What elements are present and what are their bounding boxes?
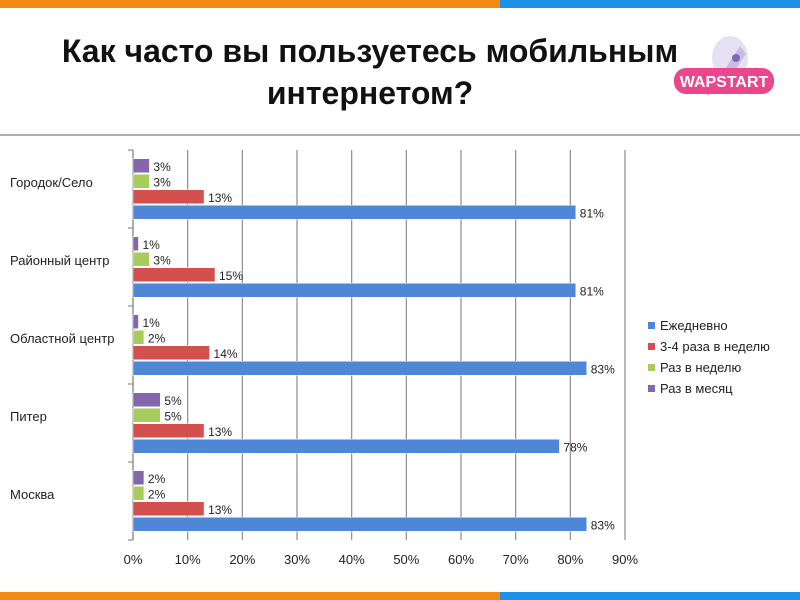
- title-line-2: интернетом?: [266, 75, 474, 111]
- bar: [132, 470, 145, 485]
- x-tick-label: 90%: [612, 552, 638, 567]
- data-label: 81%: [580, 284, 604, 298]
- logo-badge: [674, 68, 774, 94]
- data-label: 83%: [591, 362, 615, 376]
- data-label: 78%: [563, 440, 587, 454]
- data-label: 15%: [219, 269, 243, 283]
- bar: [132, 501, 205, 516]
- category-label: Городок/Село: [10, 175, 93, 190]
- x-tick-label: 70%: [503, 552, 529, 567]
- legend-swatch: [648, 385, 655, 392]
- bar: [132, 361, 587, 376]
- bar: [132, 174, 150, 189]
- bar: [132, 205, 577, 220]
- data-label: 14%: [214, 347, 238, 361]
- title-divider: [0, 134, 800, 136]
- chart-legend: Ежедневно 3-4 раза в неделю Раз в неделю Ра…: [648, 318, 770, 396]
- bar: [132, 345, 210, 360]
- bar: [132, 330, 145, 345]
- bar-chart: 3%3%13%81%1%3%15%81%1%2%14%83%5%5%13%78%…: [10, 149, 770, 567]
- bottom-stripe-blue: [500, 592, 800, 600]
- data-label: 5%: [164, 394, 182, 408]
- chart-x-ticks: 0% 10% 20% 30% 40% 50% 60% 70% 80% 90%: [124, 552, 639, 567]
- legend-label: Раз в неделю: [660, 360, 742, 375]
- bar: [132, 408, 161, 423]
- data-label: 2%: [148, 472, 166, 486]
- x-tick-label: 80%: [557, 552, 583, 567]
- x-tick-label: 30%: [284, 552, 310, 567]
- x-tick-label: 20%: [229, 552, 255, 567]
- x-tick-label: 10%: [175, 552, 201, 567]
- x-tick-label: 60%: [448, 552, 474, 567]
- bar: [132, 486, 145, 501]
- data-label: 13%: [208, 425, 232, 439]
- chart-value-labels: 3%3%13%81%1%3%15%81%1%2%14%83%5%5%13%78%…: [142, 160, 615, 533]
- bar: [132, 439, 560, 454]
- top-stripe-orange: [0, 0, 500, 8]
- legend-swatch: [648, 343, 655, 350]
- page-title: Как часто вы пользуетесь мобильным интер…: [20, 30, 720, 114]
- data-label: 3%: [153, 253, 171, 267]
- category-label: Областной центр: [10, 331, 114, 346]
- data-label: 3%: [153, 175, 171, 189]
- bar: [132, 236, 139, 251]
- bar: [132, 314, 139, 329]
- bar: [132, 392, 161, 407]
- legend-swatch: [648, 322, 655, 329]
- category-label: Районный центр: [10, 253, 109, 268]
- bar: [132, 252, 150, 267]
- chart-bars: [132, 158, 587, 532]
- bar: [132, 158, 150, 173]
- data-label: 13%: [208, 503, 232, 517]
- title-line-1: Как часто вы пользуетесь мобильным: [61, 33, 679, 69]
- bar: [132, 517, 587, 532]
- logo-text: WAPSTART: [680, 74, 769, 91]
- data-label: 83%: [591, 518, 615, 532]
- legend-label: Раз в месяц: [660, 381, 733, 396]
- data-label: 2%: [148, 331, 166, 345]
- legend-label: 3-4 раза в неделю: [660, 339, 770, 354]
- legend-label: Ежедневно: [660, 318, 728, 333]
- bar: [132, 267, 216, 282]
- data-label: 1%: [142, 238, 160, 252]
- data-label: 13%: [208, 191, 232, 205]
- chart-category-labels: Городок/Село Районный центр Областной цент…: [10, 175, 114, 502]
- data-label: 2%: [148, 487, 166, 501]
- data-label: 3%: [153, 160, 171, 174]
- x-tick-label: 40%: [339, 552, 365, 567]
- top-stripe-blue: [500, 0, 800, 8]
- legend-swatch: [648, 364, 655, 371]
- bar: [132, 189, 205, 204]
- x-tick-label: 50%: [393, 552, 419, 567]
- bar: [132, 423, 205, 438]
- category-label: Москва: [10, 487, 55, 502]
- category-label: Питер: [10, 409, 47, 424]
- bottom-stripe-orange: [0, 592, 500, 600]
- data-label: 81%: [580, 206, 604, 220]
- data-label: 1%: [142, 316, 160, 330]
- wapstart-logo: WAPSTART: [674, 36, 774, 96]
- x-tick-label: 0%: [124, 552, 143, 567]
- data-label: 5%: [164, 409, 182, 423]
- bar: [132, 283, 577, 298]
